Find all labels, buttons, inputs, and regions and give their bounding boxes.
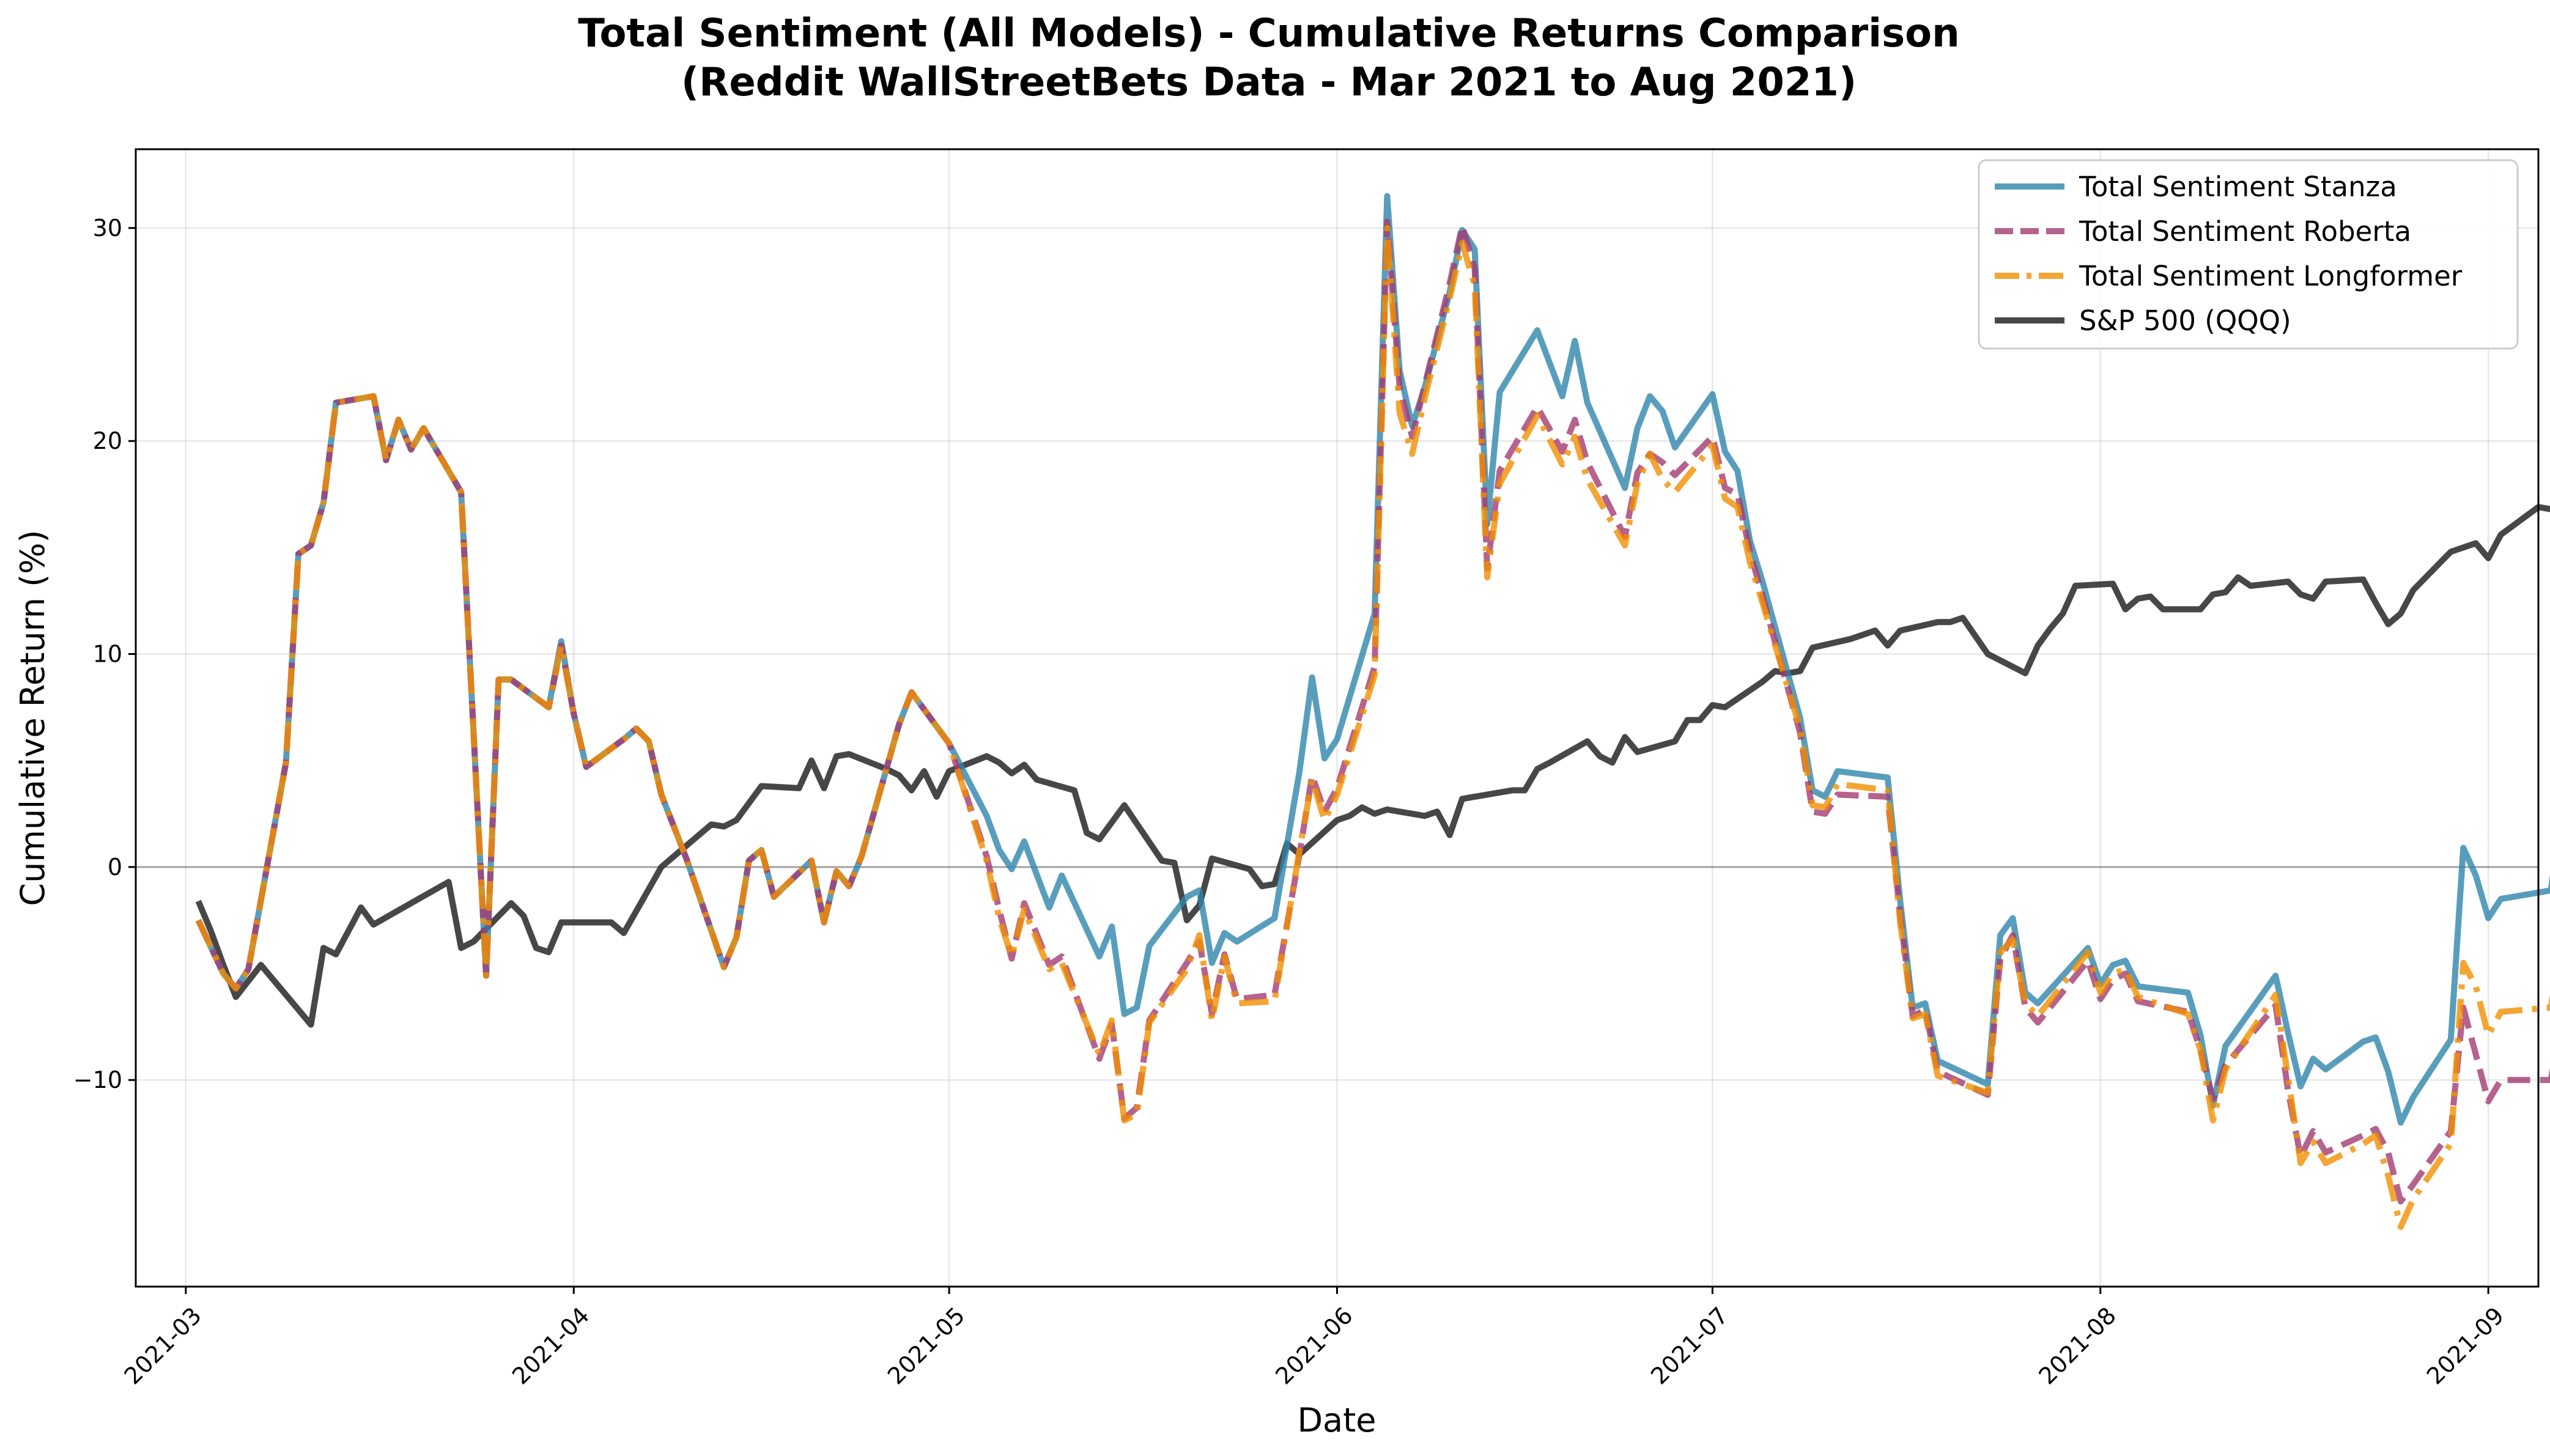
legend: Total Sentiment Stanza Total Sentiment Ro… [1978,159,2519,350]
x-axis-label: Date [1297,1401,1376,1439]
y-tick-label-4: 30 [93,215,122,242]
legend-box [1978,159,2519,350]
y-tick-label-0: −10 [73,1066,122,1093]
legend-label-1: Total Sentiment Roberta [2079,215,2411,248]
series-line-s-p-500-qqq [195,504,2550,1028]
y-tick-label-2: 10 [93,641,122,668]
y-tick-label-1: 0 [108,854,122,881]
legend-label-3: S&P 500 (QQQ) [2079,305,2291,337]
y-tick-label-3: 20 [93,427,122,454]
y-axis-label: Cumulative Return (%) [13,530,52,906]
y-axis-ticks: −10 0 10 20 30 [73,215,136,1093]
chart-title: Total Sentiment (All Models) - Cumulativ… [578,11,1959,56]
legend-label-2: Total Sentiment Longformer [2079,260,2463,292]
grid [136,149,2538,1287]
legend-label-0: Total Sentiment Stanza [2079,171,2397,203]
chart-subtitle: (Reddit WallStreetBets Data - Mar 2021 t… [681,60,1857,105]
series-layer [195,193,2550,1230]
